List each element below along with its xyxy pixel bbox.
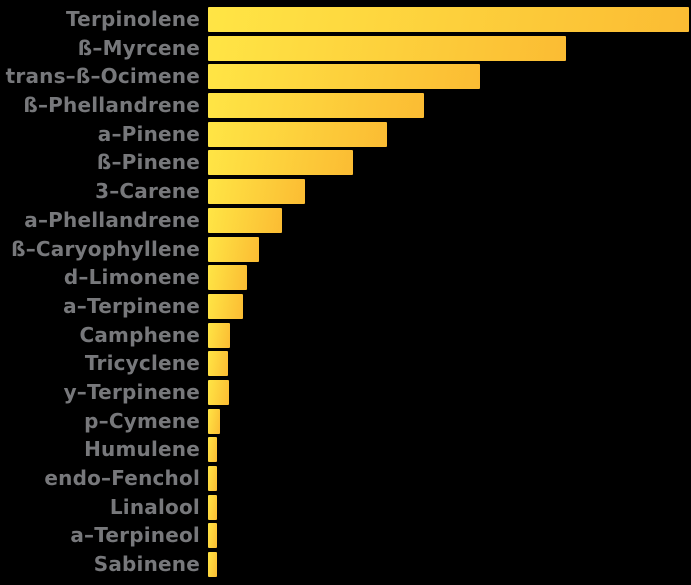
- category-label: a–Pinene: [97, 121, 200, 146]
- category-label: Tricyclene: [84, 351, 200, 376]
- category-label: a–Terpinene: [63, 293, 200, 318]
- chart-row: Tricyclene: [0, 351, 691, 380]
- category-label: Humulene: [84, 437, 200, 462]
- chart-row: endo–Fenchol: [0, 466, 691, 495]
- chart-row: Humulene: [0, 437, 691, 466]
- bar: [208, 322, 230, 348]
- chart-row: a–Pinene: [0, 121, 691, 151]
- category-label: ß–Myrcene: [77, 35, 200, 60]
- category-label: d–Limonene: [63, 265, 200, 290]
- chart-row: ß–Phellandrene: [0, 93, 691, 122]
- category-label: Camphene: [79, 322, 200, 347]
- bar: [208, 35, 566, 61]
- category-label: y–Terpinene: [63, 379, 200, 404]
- category-label: a–Terpineol: [70, 523, 200, 548]
- chart-row: ß–Myrcene: [0, 35, 691, 65]
- bar: [208, 179, 305, 205]
- chart-row: a–Terpineol: [0, 523, 691, 552]
- bar: [208, 265, 247, 291]
- category-label: Linalool: [109, 494, 200, 519]
- chart-row: a–Phellandrene: [0, 207, 691, 237]
- chart-row: trans–ß–Ocimene: [0, 64, 691, 93]
- chart-row: Linalool: [0, 494, 691, 524]
- chart-row: Sabinene: [0, 552, 691, 581]
- chart-row: 3–Carene: [0, 179, 691, 208]
- chart-row: a–Terpinene: [0, 293, 691, 323]
- category-label: ß–Phellandrene: [23, 93, 200, 118]
- category-label: ß–Pinene: [96, 150, 200, 175]
- bar: [208, 293, 243, 319]
- category-label: trans–ß–Ocimene: [5, 64, 200, 89]
- chart-row: p–Cymene: [0, 408, 691, 438]
- bar: [208, 552, 217, 578]
- bar: [208, 121, 387, 147]
- bar: [208, 523, 217, 549]
- category-label: 3–Carene: [95, 179, 200, 204]
- category-label: ß–Caryophyllene: [11, 236, 200, 261]
- chart-row: ß–Pinene: [0, 150, 691, 179]
- chart-row: Terpinolene: [0, 7, 691, 36]
- bar: [208, 437, 217, 463]
- bar: [208, 408, 220, 434]
- bar: [208, 351, 228, 377]
- bar: [208, 236, 259, 262]
- bar: [208, 379, 229, 405]
- chart-row: ß–Caryophyllene: [0, 236, 691, 266]
- chart-row: y–Terpinene: [0, 379, 691, 409]
- chart-row: d–Limonene: [0, 265, 691, 294]
- bar: [208, 207, 282, 233]
- category-label: a–Phellandrene: [24, 207, 200, 232]
- bar: [208, 150, 353, 176]
- bar: [208, 494, 217, 520]
- bar: [208, 466, 217, 491]
- category-label: endo–Fenchol: [44, 466, 200, 490]
- bar: [208, 7, 689, 32]
- bar: [208, 93, 424, 119]
- chart-row: Camphene: [0, 322, 691, 352]
- bar: [208, 64, 480, 90]
- category-label: p–Cymene: [84, 408, 200, 433]
- category-label: Terpinolene: [66, 7, 200, 31]
- category-label: Sabinene: [93, 552, 200, 577]
